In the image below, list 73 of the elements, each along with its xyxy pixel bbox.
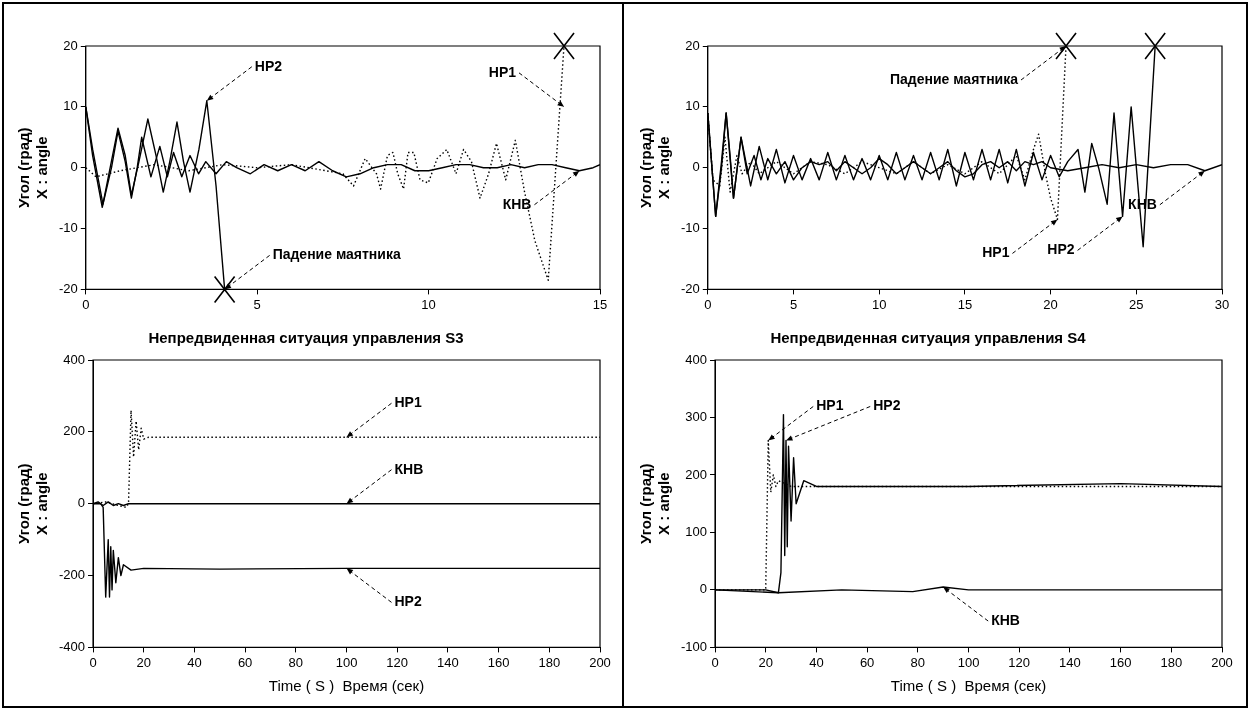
annotation: НР2 <box>394 593 422 610</box>
annotation: НР2 <box>254 57 283 74</box>
y-tick-label: 0 <box>77 495 86 511</box>
annotation: НР1 <box>816 397 844 414</box>
annotation: НР1 <box>982 244 1010 261</box>
x-tick-label: 80 <box>910 654 926 670</box>
y-tick-label: -400 <box>58 638 86 654</box>
y-tick-label: 400 <box>685 351 708 367</box>
y-tick-label: 200 <box>63 423 86 439</box>
x-tick-label: 160 <box>1109 654 1132 670</box>
annotation: КНВ <box>502 195 532 212</box>
y-tick-label: -200 <box>58 567 86 583</box>
annotation: Падение маятника <box>272 246 401 263</box>
y-tick-label: 0 <box>70 159 78 175</box>
x-tick-label: 140 <box>437 654 459 670</box>
y-tick-label: -10 <box>58 220 78 236</box>
annotation: НР2 <box>873 397 901 414</box>
annotation: НР1 <box>394 394 422 411</box>
y-tick-label: -100 <box>680 638 708 654</box>
y-tick-label: 300 <box>685 409 708 425</box>
x-tick-label: 30 <box>1214 296 1230 312</box>
annotation: Падение маятника <box>889 70 1019 87</box>
annotation: КНВ <box>394 460 424 477</box>
y-axis-title: Угол (град) X : angle <box>15 463 51 544</box>
y-tick-label: -20 <box>58 280 78 296</box>
y-tick-label: 20 <box>63 37 78 53</box>
x-tick-label: 100 <box>335 654 358 670</box>
x-tick-label: 40 <box>187 654 202 670</box>
y-tick-label: 100 <box>685 524 708 540</box>
x-axis-title: Time ( S ) Время (сек) <box>890 677 1047 695</box>
x-tick-label: 140 <box>1059 654 1081 670</box>
y-tick-label: -10 <box>680 220 700 236</box>
x-tick-label: 60 <box>237 654 253 670</box>
x-tick-label: 5 <box>789 296 798 312</box>
y-axis-title: Угол (град) X : angle <box>637 463 673 544</box>
x-tick-label: 200 <box>1211 654 1233 670</box>
y-tick-label: 10 <box>63 98 78 114</box>
x-tick-label: 120 <box>386 654 409 670</box>
x-tick-label: 0 <box>711 654 719 670</box>
y-tick-label: -20 <box>680 280 700 296</box>
y-tick-label: 20 <box>685 37 700 53</box>
y-tick-label: 10 <box>685 98 700 114</box>
x-tick-label: 100 <box>957 654 980 670</box>
y-tick-label: 0 <box>692 159 700 175</box>
y-tick-label: 0 <box>699 581 708 597</box>
x-tick-label: 200 <box>589 654 611 670</box>
x-tick-label: 15 <box>592 296 608 312</box>
x-tick-label: 20 <box>1043 296 1058 312</box>
x-tick-label: 10 <box>421 296 436 312</box>
chart-title: Непредвиденная ситуация управления S3 <box>148 329 464 347</box>
x-tick-label: 40 <box>809 654 824 670</box>
annotation: НР2 <box>1047 241 1075 258</box>
y-tick-label: 400 <box>63 351 86 367</box>
y-axis-title: Угол (град) X : angle <box>637 127 673 208</box>
annotation: НР1 <box>488 63 517 80</box>
x-tick-label: 180 <box>538 654 561 670</box>
x-tick-label: 120 <box>1008 654 1031 670</box>
x-tick-label: 15 <box>957 296 973 312</box>
x-tick-label: 10 <box>871 296 887 312</box>
x-tick-label: 80 <box>288 654 304 670</box>
x-tick-label: 20 <box>758 654 773 670</box>
x-axis-title: Time ( S ) Время (сек) <box>268 677 425 695</box>
x-tick-label: 160 <box>487 654 510 670</box>
x-tick-label: 20 <box>136 654 151 670</box>
annotation: КНВ <box>991 611 1020 628</box>
y-axis-title: Угол (град) X : angle <box>15 127 51 208</box>
x-tick-label: 60 <box>859 654 875 670</box>
chart-title: Непредвиденная ситуация управления S4 <box>770 329 1087 347</box>
y-tick-label: 200 <box>685 466 708 482</box>
x-tick-label: 0 <box>89 654 97 670</box>
x-tick-label: 25 <box>1129 296 1144 312</box>
x-tick-label: 5 <box>253 296 261 312</box>
x-tick-label: 180 <box>1160 654 1183 670</box>
